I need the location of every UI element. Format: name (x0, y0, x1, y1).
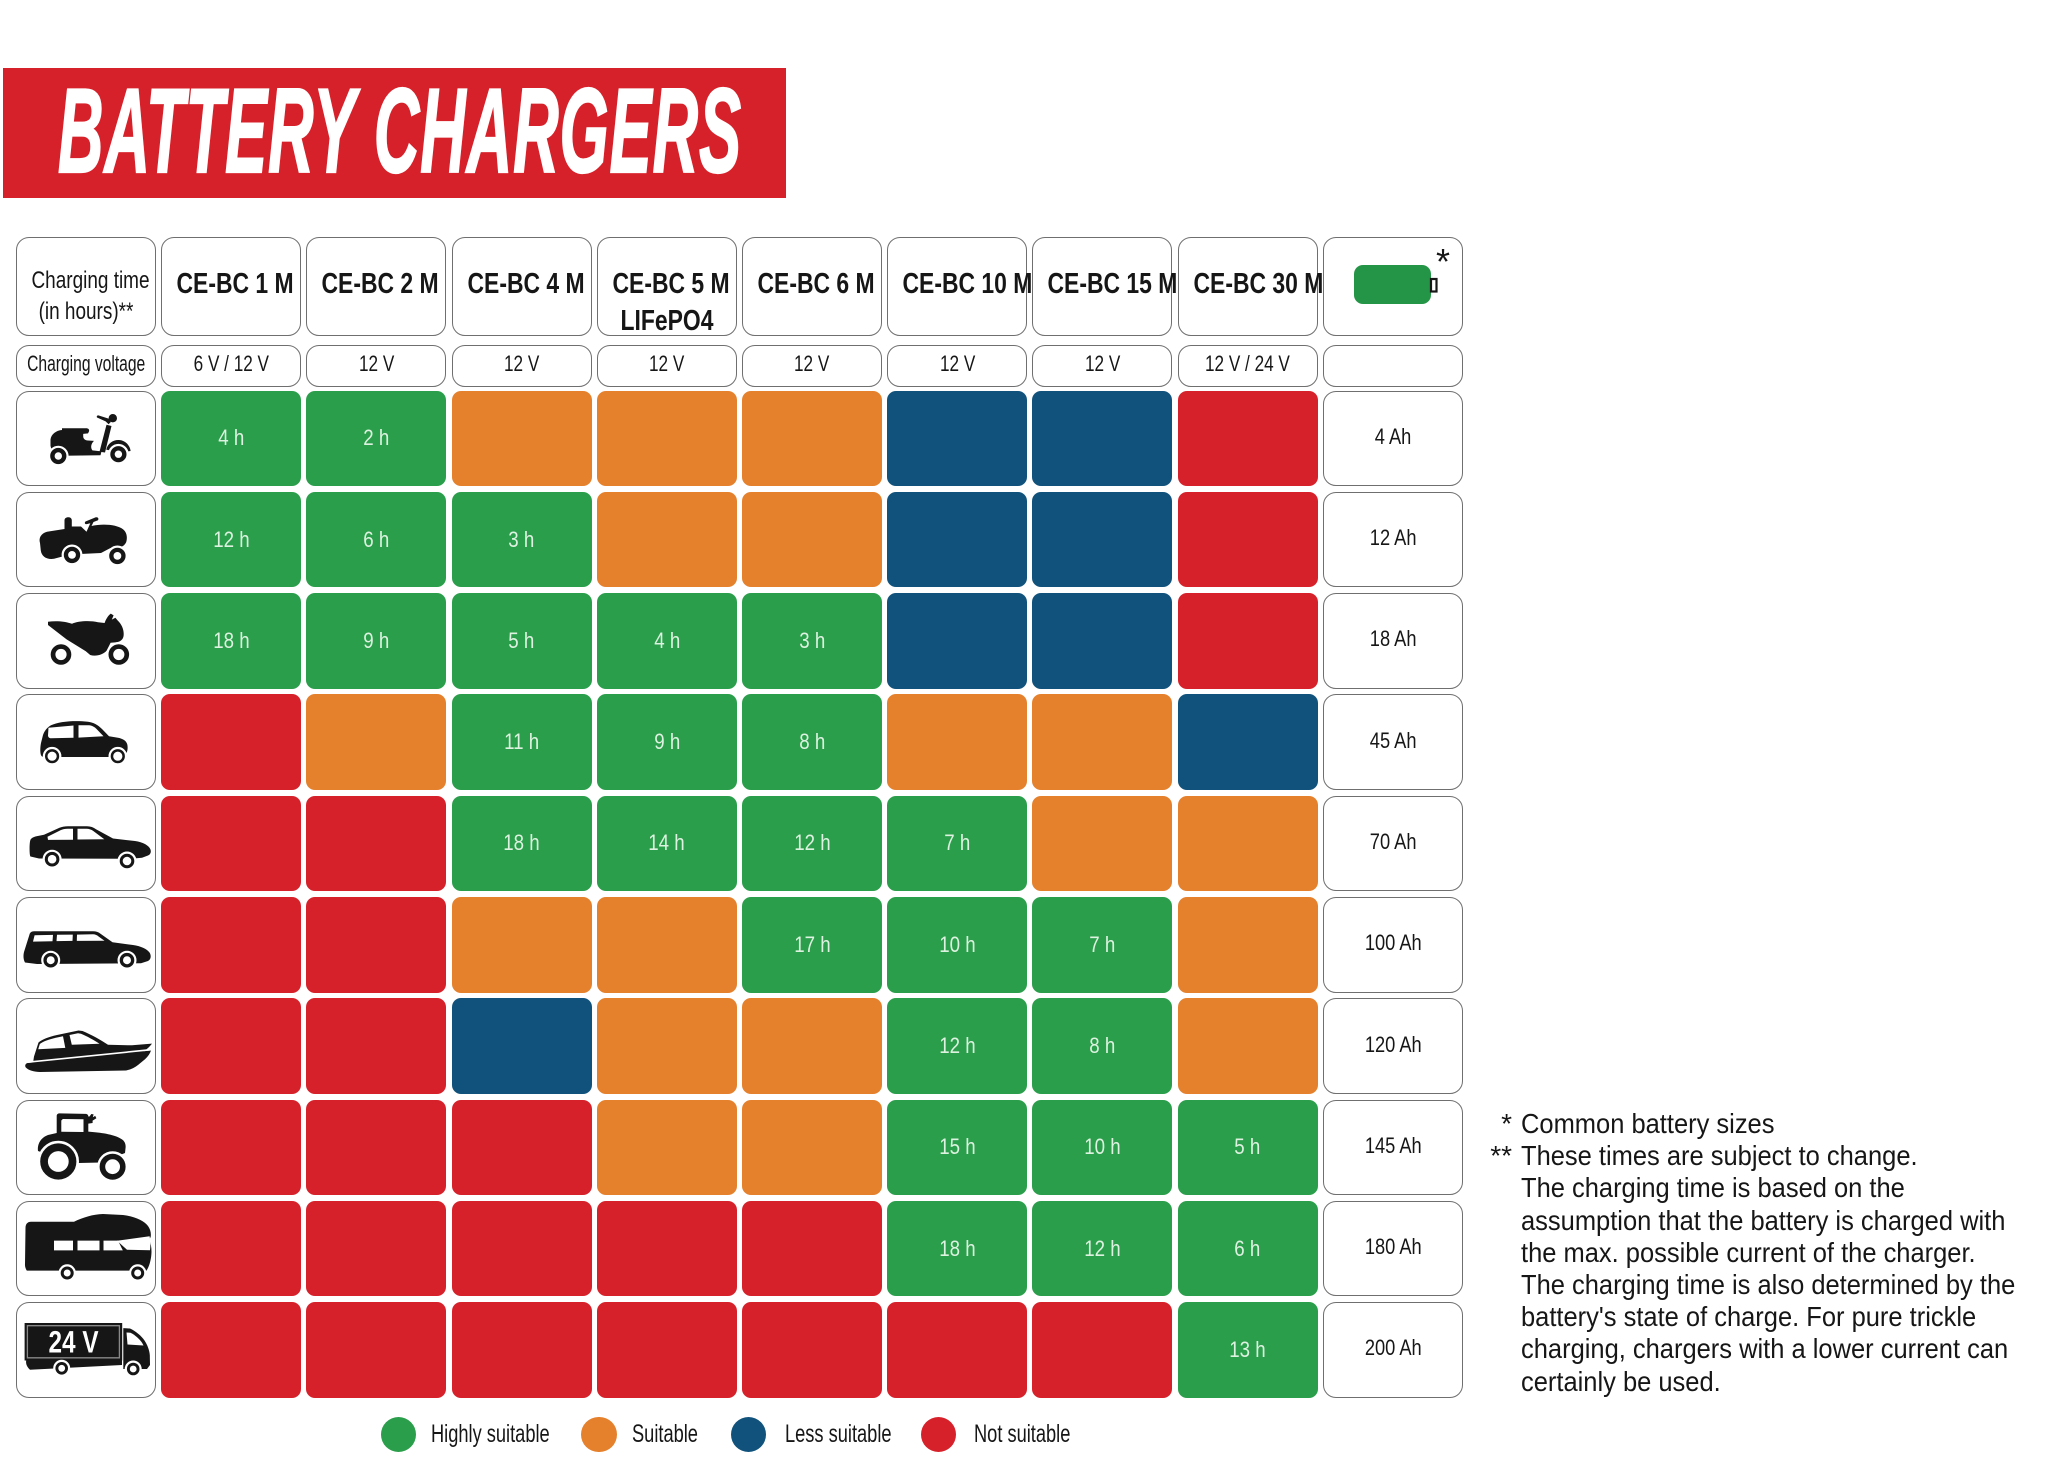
svg-text:*: * (1436, 241, 1450, 282)
